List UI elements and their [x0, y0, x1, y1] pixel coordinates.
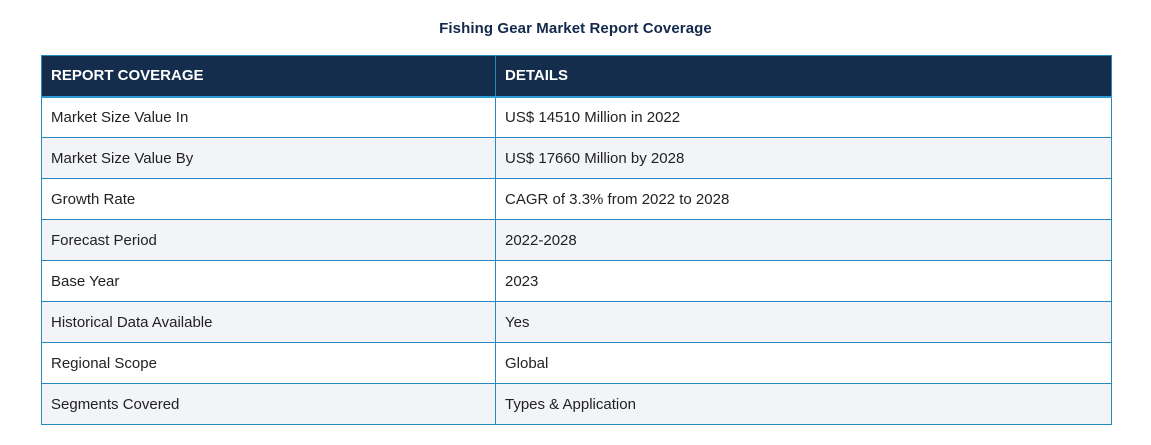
coverage-detail: Global	[495, 342, 1112, 384]
coverage-label: Forecast Period	[41, 219, 496, 261]
column-header-details: DETAILS	[495, 55, 1112, 98]
column-header-report-coverage: REPORT COVERAGE	[41, 55, 496, 98]
table-row: Forecast Period 2022-2028	[41, 219, 1112, 261]
table-header-row: REPORT COVERAGE DETAILS	[41, 55, 1112, 98]
table-title: Fishing Gear Market Report Coverage	[439, 20, 712, 37]
table-row: Market Size Value In US$ 14510 Million i…	[41, 96, 1112, 138]
table-row: Historical Data Available Yes	[41, 301, 1112, 343]
table-row: Base Year 2023	[41, 260, 1112, 302]
report-coverage-table: REPORT COVERAGE DETAILS Market Size Valu…	[41, 55, 1112, 425]
coverage-label: Historical Data Available	[41, 301, 496, 343]
coverage-label: Segments Covered	[41, 383, 496, 425]
coverage-label: Base Year	[41, 260, 496, 302]
coverage-label: Growth Rate	[41, 178, 496, 220]
table-row: Market Size Value By US$ 17660 Million b…	[41, 137, 1112, 179]
coverage-detail: Types & Application	[495, 383, 1112, 425]
coverage-detail: 2023	[495, 260, 1112, 302]
coverage-label: Market Size Value By	[41, 137, 496, 179]
table-row: Growth Rate CAGR of 3.3% from 2022 to 20…	[41, 178, 1112, 220]
table-row: Segments Covered Types & Application	[41, 383, 1112, 425]
coverage-detail: Yes	[495, 301, 1112, 343]
coverage-detail: CAGR of 3.3% from 2022 to 2028	[495, 178, 1112, 220]
table-row: Regional Scope Global	[41, 342, 1112, 384]
coverage-detail: US$ 14510 Million in 2022	[495, 96, 1112, 138]
coverage-label: Market Size Value In	[41, 96, 496, 138]
coverage-label: Regional Scope	[41, 342, 496, 384]
coverage-detail: 2022-2028	[495, 219, 1112, 261]
coverage-detail: US$ 17660 Million by 2028	[495, 137, 1112, 179]
